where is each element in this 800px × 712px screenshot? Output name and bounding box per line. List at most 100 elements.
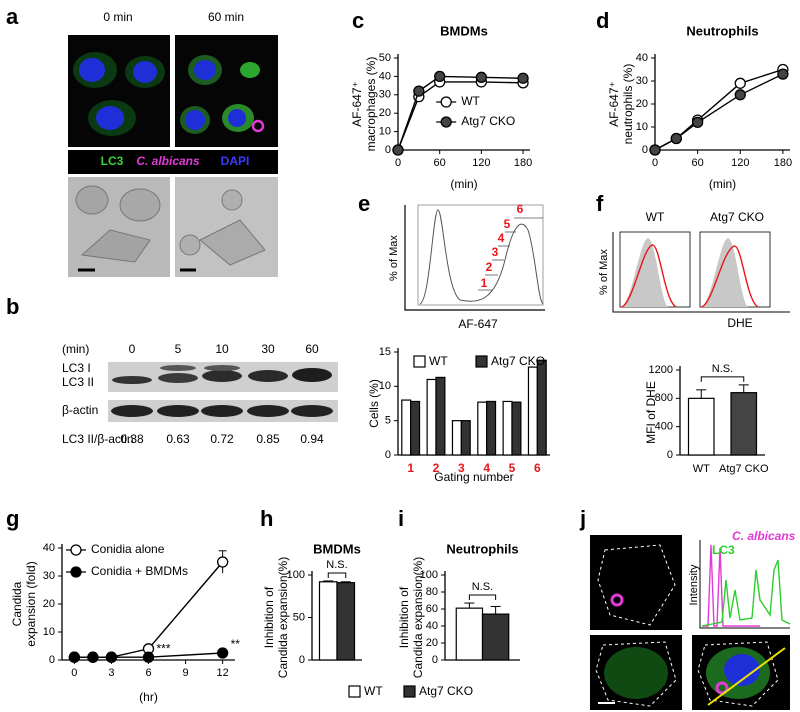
bar bbox=[481, 613, 510, 661]
point bbox=[734, 89, 746, 101]
dic-image bbox=[68, 177, 278, 277]
annotation: N.S. bbox=[712, 363, 733, 375]
y-axis-label: Candida expansion(%) bbox=[276, 557, 290, 678]
x-tick-label: 3 bbox=[458, 461, 465, 475]
y-tick-label: 30 bbox=[379, 89, 391, 101]
lane-label: 60 bbox=[305, 342, 319, 356]
point bbox=[105, 651, 118, 663]
y-tick-label: 10 bbox=[43, 626, 55, 638]
axis-label: Intensity bbox=[688, 564, 700, 605]
y-tick-label: 0 bbox=[385, 449, 391, 461]
y-tick-label: 30 bbox=[636, 75, 648, 87]
bar bbox=[730, 392, 758, 456]
bar bbox=[336, 582, 356, 661]
chart-title: BMDMs bbox=[313, 541, 361, 556]
significance-bracket bbox=[700, 376, 745, 382]
x-tick-label: 1 bbox=[407, 461, 414, 475]
x-tick-label: 2 bbox=[433, 461, 440, 475]
annotation: ** bbox=[231, 637, 241, 651]
gate-label: 3 bbox=[492, 245, 499, 259]
gate-label: 1 bbox=[481, 276, 488, 290]
legend-marker bbox=[403, 685, 416, 698]
y-tick-label: 0 bbox=[667, 449, 673, 461]
y-tick-label: 80 bbox=[426, 586, 438, 598]
bar bbox=[687, 397, 715, 456]
panel-label: a bbox=[6, 4, 19, 29]
point bbox=[68, 651, 81, 663]
y-tick-label: 50 bbox=[293, 611, 305, 623]
x-tick-label: 180 bbox=[774, 157, 792, 169]
panel-label: b bbox=[6, 294, 19, 319]
x-tick-label: 60 bbox=[434, 157, 446, 169]
point bbox=[434, 70, 446, 83]
y-axis-label: MFI of DHE bbox=[644, 381, 658, 444]
point bbox=[475, 71, 488, 83]
western-blot bbox=[108, 362, 338, 422]
annotation: *** bbox=[157, 641, 171, 655]
y-tick-label: 40 bbox=[43, 542, 55, 554]
flow-histogram bbox=[404, 204, 545, 311]
legend-label: Conidia alone bbox=[91, 542, 165, 556]
chart-title: Neutrophils bbox=[446, 541, 518, 556]
legend-marker bbox=[348, 685, 361, 698]
hist-title: Atg7 CKO bbox=[710, 210, 764, 224]
y-tick-label: 5 bbox=[385, 415, 391, 427]
legend-marker bbox=[475, 355, 488, 368]
fluorescence-image bbox=[68, 35, 278, 147]
x-tick-label: 0 bbox=[652, 157, 658, 169]
point bbox=[734, 77, 746, 89]
y-axis-label: Cells (%) bbox=[367, 379, 381, 428]
legend-marker bbox=[70, 566, 82, 578]
y-tick-label: 10 bbox=[379, 126, 391, 138]
ratio-value: 0.85 bbox=[256, 432, 280, 446]
x-tick-label: 60 bbox=[692, 157, 704, 169]
y-tick-label: 20 bbox=[43, 598, 55, 610]
legend-marker bbox=[413, 355, 426, 368]
chart-title: Neutrophils bbox=[686, 23, 758, 38]
y-tick-label: 100 bbox=[420, 569, 438, 581]
y-tick-label: 30 bbox=[43, 570, 55, 582]
x-tick-label: 0 bbox=[395, 157, 401, 169]
x-tick-label: 5 bbox=[509, 461, 516, 475]
ratio-value: 0.72 bbox=[210, 432, 234, 446]
point bbox=[216, 556, 229, 568]
ratio-value: 0.63 bbox=[166, 432, 190, 446]
confocal-image bbox=[590, 535, 790, 710]
bar bbox=[511, 401, 522, 456]
hist-title: WT bbox=[646, 210, 665, 224]
intensity-profile bbox=[699, 540, 791, 629]
y-tick-label: 1200 bbox=[649, 364, 673, 376]
panel-label: g bbox=[6, 506, 19, 531]
band-label: LC3 II bbox=[62, 375, 94, 389]
y-tick-label: 60 bbox=[426, 603, 438, 615]
panel-label: h bbox=[260, 506, 273, 531]
bar bbox=[536, 359, 547, 456]
panel-label: f bbox=[596, 191, 604, 216]
bar bbox=[477, 401, 488, 456]
legend-label: WT bbox=[461, 94, 480, 108]
y-tick-label: 40 bbox=[426, 620, 438, 632]
x-tick-label: 3 bbox=[108, 667, 114, 679]
y-axis-label: neutrophils (%) bbox=[621, 64, 635, 145]
bar bbox=[527, 366, 538, 456]
ratio-value: 0.94 bbox=[300, 432, 324, 446]
bar bbox=[435, 376, 446, 456]
y-tick-label: 40 bbox=[379, 70, 391, 82]
chart-title: BMDMs bbox=[440, 23, 488, 38]
ratio-value: 0.38 bbox=[120, 432, 144, 446]
legend-label: Atg7 CKO bbox=[491, 354, 545, 368]
panel-label: d bbox=[596, 8, 609, 33]
legend-marker bbox=[440, 116, 452, 128]
y-axis-label: Candida expansion(%) bbox=[411, 557, 425, 678]
unit-label: (min) bbox=[62, 342, 89, 356]
band-label: LC3 I bbox=[62, 361, 91, 375]
x-axis-label: (min) bbox=[709, 177, 736, 191]
gate-label: 2 bbox=[486, 260, 493, 274]
y-tick-label: 0 bbox=[299, 654, 305, 666]
y-tick-label: 20 bbox=[426, 637, 438, 649]
y-tick-label: 400 bbox=[655, 421, 673, 433]
x-tick-label: 6 bbox=[534, 461, 541, 475]
legend-label: Atg7 CKO bbox=[461, 114, 515, 128]
panel-label: e bbox=[358, 191, 370, 216]
